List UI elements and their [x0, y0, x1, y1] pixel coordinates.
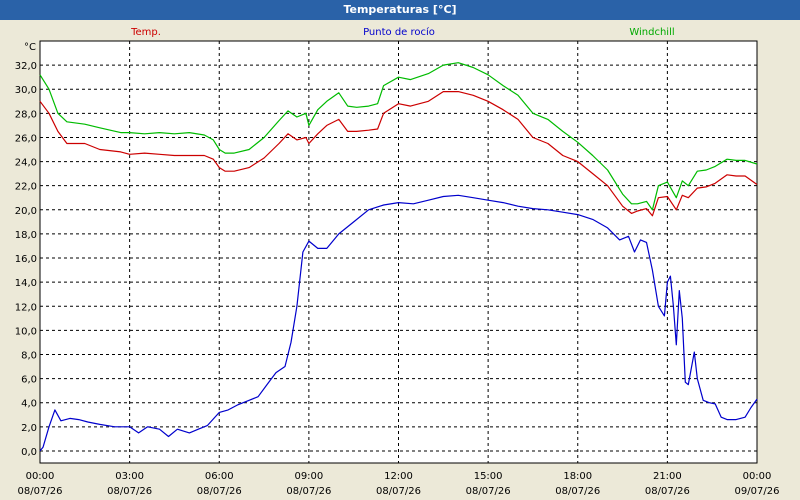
- y-tick-label: 30,0: [15, 85, 37, 96]
- legend-dewpoint: Punto de rocío: [363, 26, 435, 38]
- x-tick-time: 00:00: [26, 471, 55, 482]
- x-tick-time: 03:00: [115, 471, 144, 482]
- y-tick-label: 18,0: [15, 230, 37, 241]
- x-tick-date: 08/07/26: [18, 486, 63, 497]
- y-tick-label: 32,0: [15, 61, 37, 72]
- y-tick-label: 10,0: [15, 326, 37, 337]
- x-tick-date: 08/07/26: [107, 486, 152, 497]
- x-tick-time: 21:00: [653, 471, 682, 482]
- dewpoint-line: [39, 194, 758, 452]
- windchill-line: [39, 62, 758, 211]
- x-tick-date: 08/07/26: [376, 486, 421, 497]
- y-tick-label: 24,0: [15, 158, 37, 169]
- x-tick-date: 09/07/26: [735, 486, 780, 497]
- y-tick-label: 14,0: [15, 278, 37, 289]
- y-tick-label: 22,0: [15, 182, 37, 193]
- grid-lines: [40, 41, 757, 463]
- legend-windchill: Windchill: [629, 27, 674, 38]
- x-tick-time: 12:00: [384, 471, 413, 482]
- y-tick-label: 2,0: [21, 423, 37, 434]
- y-tick-label: 12,0: [15, 302, 37, 313]
- y-tick-label: 28,0: [15, 109, 37, 120]
- x-tick-date: 08/07/26: [555, 486, 600, 497]
- x-tick-time: 15:00: [474, 471, 503, 482]
- y-axis: 0,0 2,0 4,0 6,0 8,0 10,0 12,0 14,0 16,0 18,0 20,0 2…: [15, 61, 37, 458]
- series-layer: [39, 62, 758, 452]
- temp-line: [39, 90, 758, 217]
- y-tick-label: 4,0: [21, 399, 37, 410]
- y-tick-label: 8,0: [21, 350, 37, 361]
- x-tick-date: 08/07/26: [197, 486, 242, 497]
- x-tick-time: 09:00: [294, 471, 323, 482]
- legend-temp: Temp.: [130, 27, 161, 38]
- y-tick-label: 20,0: [15, 206, 37, 217]
- x-tick-time: 06:00: [205, 471, 234, 482]
- x-tick-time: 00:00: [743, 471, 772, 482]
- y-tick-label: 6,0: [21, 375, 37, 386]
- y-tick-label: 16,0: [15, 254, 37, 265]
- x-tick-date: 08/07/26: [466, 486, 511, 497]
- x-tick-date: 08/07/26: [286, 486, 331, 497]
- y-unit-label: °C: [24, 42, 36, 53]
- window-title: Temperaturas [°C]: [0, 0, 800, 20]
- y-tick-label: 0,0: [21, 447, 37, 458]
- x-tick-date: 08/07/26: [645, 486, 690, 497]
- y-tick-label: 26,0: [15, 133, 37, 144]
- x-axis: 00:00 08/07/26 03:00 08/07/26 06:00 08/07/26 0…: [18, 471, 780, 497]
- x-tick-time: 18:00: [563, 471, 592, 482]
